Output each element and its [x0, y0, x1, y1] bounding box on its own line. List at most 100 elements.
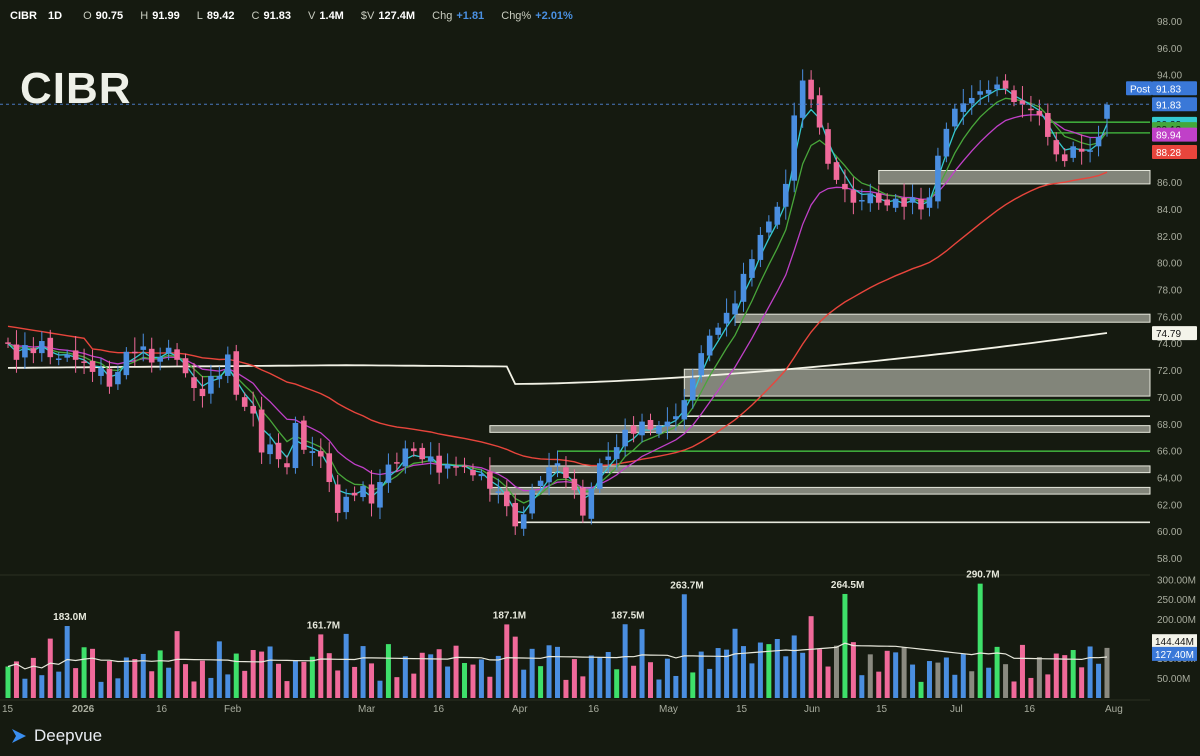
deepvue-logo-icon [12, 729, 26, 743]
volume-bar [267, 646, 273, 698]
volume-bar [867, 654, 873, 698]
volume-bar [436, 649, 442, 698]
ohlc-header: CIBR 1D O 90.75 H 91.99 L 89.42 C 91.83 V 1.4… [10, 10, 587, 22]
price-zone-box [489, 465, 1151, 474]
volume-bar [893, 652, 899, 698]
volume-bar [462, 662, 468, 698]
time-tick-label: 16 [156, 704, 168, 715]
candle-body [842, 183, 848, 190]
candle-body [410, 448, 417, 452]
candle-body [182, 358, 189, 374]
time-tick-label: Mar [358, 704, 376, 715]
volume-bar [698, 651, 704, 698]
volume-bar [360, 646, 366, 698]
interval-label[interactable]: 1D [47, 10, 63, 22]
volume-bar [123, 657, 129, 698]
candle-body [461, 465, 468, 468]
candle-body [394, 462, 400, 464]
volume-bar [622, 624, 628, 698]
price-tick-label: 78.00 [1157, 286, 1182, 297]
volume-bar [571, 659, 577, 698]
volume-bar [910, 664, 916, 698]
volume-bar [149, 671, 155, 698]
candle-body [47, 337, 54, 358]
candle-body [470, 469, 476, 476]
volume-bar [343, 633, 349, 698]
volume-bar [90, 648, 96, 698]
candle-body [267, 444, 273, 455]
price-tick-label: 62.00 [1157, 500, 1182, 511]
time-tick-label: 15 [736, 704, 748, 715]
volume-sma-tag-bg [1152, 634, 1197, 649]
candle-body [301, 420, 307, 450]
sma-100-tag: 88.28 [1156, 148, 1181, 159]
volume-bar [800, 652, 806, 698]
volume-bar [369, 663, 375, 698]
candle-body [106, 368, 113, 387]
low-label: L [196, 10, 203, 22]
time-tick-label: Feb [224, 704, 242, 715]
candle-body [444, 464, 451, 469]
candle-body [732, 303, 738, 315]
price-tick-label: 84.00 [1157, 205, 1182, 216]
price-zone-box [878, 169, 1151, 185]
candle-body [55, 358, 62, 360]
candle-body [749, 259, 755, 278]
candle-body [850, 190, 857, 203]
candle-body [537, 480, 544, 487]
volume-bar [30, 657, 36, 698]
candle-body [952, 108, 958, 127]
volume-bar [1104, 647, 1110, 698]
price-zone-box [683, 368, 1151, 397]
price-tick-label: 58.00 [1157, 554, 1182, 565]
volume-bar [546, 645, 552, 698]
candle-body [1061, 154, 1068, 162]
candle-body [884, 199, 890, 206]
candle-body [250, 406, 256, 414]
symbol-label[interactable]: CIBR [10, 10, 37, 22]
price-tick-label: 98.00 [1157, 17, 1182, 28]
candle-body [115, 371, 121, 385]
volume-bar [926, 661, 932, 698]
volume-bar [385, 644, 391, 698]
time-tick-label: Jul [950, 704, 963, 715]
high-value: 91.99 [152, 10, 180, 22]
volume-bar [1062, 655, 1068, 698]
candle-body [740, 273, 747, 302]
candle-body [1053, 140, 1060, 155]
volume-bar [445, 666, 451, 698]
volume-bar [495, 655, 501, 698]
volume-bar [470, 664, 476, 698]
volume-bar [478, 659, 484, 698]
price-zone-box [489, 425, 1151, 433]
time-tick-label: 2026 [72, 704, 95, 715]
candle-body [284, 463, 290, 468]
candle-body [1070, 146, 1076, 158]
sma-50-tag: 89.94 [1156, 131, 1181, 142]
brand-label: Deepvue [34, 726, 103, 745]
candle-body [689, 378, 696, 401]
time-tick-label: Jun [804, 704, 820, 715]
volume-bar [428, 654, 434, 698]
sma-50-tag-bg [1152, 127, 1197, 142]
candle-body [132, 351, 138, 354]
volume-bar [656, 679, 662, 698]
volume-bar [901, 647, 907, 698]
candle-body [833, 162, 840, 180]
time-tick-label: Aug [1105, 704, 1123, 715]
candle-body [436, 455, 442, 473]
volume-bar [352, 666, 358, 698]
candle-body [241, 397, 248, 407]
volume-bar [191, 681, 197, 698]
open-value: 90.75 [95, 10, 124, 22]
sma-100-tag-bg [1152, 144, 1197, 159]
candle-body [351, 492, 358, 496]
candle-body [520, 514, 527, 529]
candle-body [816, 95, 823, 128]
volume-bar [419, 652, 425, 698]
price-tick-label: 66.00 [1157, 447, 1182, 458]
candle-body [622, 429, 628, 447]
deepvue-brand[interactable]: Deepvue [10, 726, 102, 746]
volume-bar [98, 681, 104, 698]
sma-200-tag: 74.79 [1156, 329, 1181, 340]
